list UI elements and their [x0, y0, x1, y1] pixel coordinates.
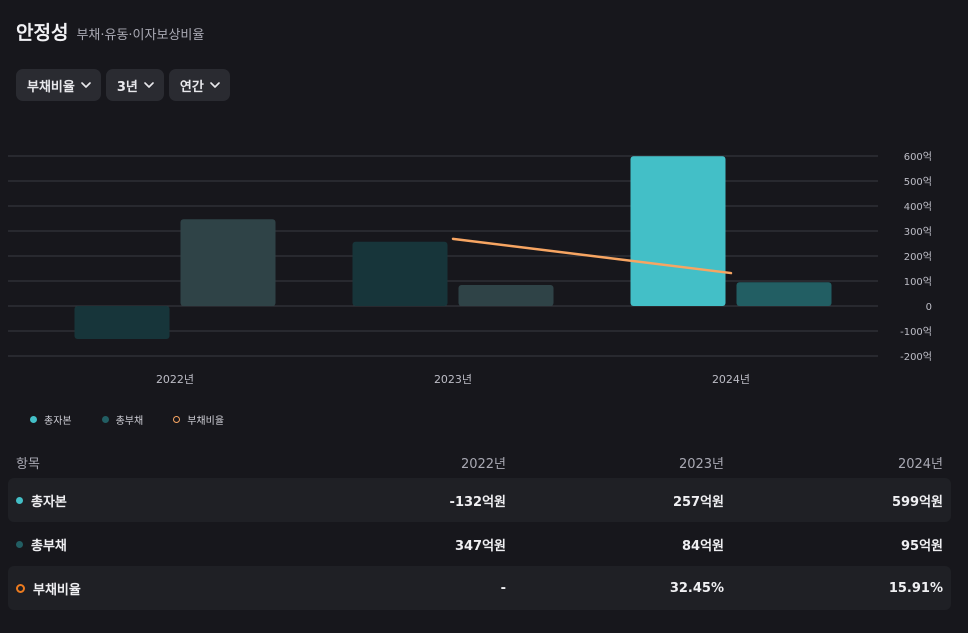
legend-marker-icon: [30, 416, 37, 423]
table-cell: 15.91%: [888, 580, 943, 596]
legend-ring-icon: [173, 416, 181, 423]
table-cell: 32.45%: [669, 580, 724, 596]
period-dropdown-label: 3년: [116, 79, 138, 95]
bar-equity: [352, 241, 448, 306]
row-label: 부채비율: [33, 582, 81, 598]
legend-label: 총부채: [115, 416, 144, 427]
table-cell: 599억원: [891, 494, 943, 510]
metric-dropdown[interactable]: 부채비율: [16, 69, 101, 101]
table-cell: 95억원: [900, 538, 943, 554]
header-year: 2022년: [460, 456, 506, 472]
data-table: 항목 2022년 2023년 2024년 총자본 -132억원 257억원 59…: [8, 446, 951, 610]
bar-liabilities: [180, 219, 276, 306]
bar-liabilities: [458, 285, 554, 306]
y-tick-label: 0: [926, 302, 932, 313]
legend-item-liabilities[interactable]: 총부채: [101, 412, 144, 427]
table-cell: 84억원: [681, 538, 724, 554]
section-header: 안정성 부채·유동·이자보상비율: [16, 18, 204, 45]
bar-equity: [74, 306, 170, 339]
bar-liabilities: [736, 282, 832, 306]
debt-ratio-line: [451, 237, 733, 275]
stability-chart: 600억 500억 400억 300억 200억 100억 0 -100억 -200억 2022년…: [8, 151, 932, 386]
y-tick-label: -200억: [900, 351, 932, 363]
header-item: 항목: [16, 456, 40, 472]
row-label-cell: 총부채: [8, 535, 288, 554]
header-year: 2024년: [897, 456, 943, 472]
x-tick-label: 2023년: [434, 373, 472, 386]
row-label-cell: 총자본: [8, 491, 288, 510]
row-marker-icon: [16, 540, 23, 548]
row-ring-icon: [16, 583, 25, 593]
row-label: 총부채: [31, 538, 67, 554]
y-tick-label: 400억: [904, 201, 932, 213]
table-header: 항목 2022년 2023년 2024년: [8, 446, 951, 478]
table-cell: 347억원: [454, 538, 506, 554]
row-label: 총자본: [31, 494, 67, 510]
y-tick-label: 200억: [904, 251, 932, 263]
legend-label: 총자본: [44, 416, 72, 427]
y-tick-label: 300억: [904, 226, 932, 238]
row-label-cell: 부채비율: [8, 579, 288, 598]
interval-dropdown[interactable]: 연간: [168, 69, 230, 101]
chevron-down-icon: [81, 82, 91, 88]
bar-equity: [630, 156, 726, 306]
interval-dropdown-label: 연간: [179, 79, 204, 95]
y-tick-label: 600억: [904, 151, 932, 163]
table-cell: -: [500, 580, 506, 596]
row-marker-icon: [16, 496, 23, 504]
page-title: 안정성: [16, 22, 69, 44]
y-tick-label: -100억: [900, 326, 932, 338]
page-subtitle: 부채·유동·이자보상비율: [76, 28, 205, 43]
legend-item-debt-ratio[interactable]: 부채비율: [173, 412, 224, 427]
filter-bar: 부채비율 3년 연간: [16, 69, 230, 101]
legend-item-equity[interactable]: 총자본: [30, 412, 72, 427]
metric-dropdown-label: 부채비율: [27, 79, 75, 95]
chevron-down-icon: [144, 82, 154, 88]
table-cell: 257억원: [672, 494, 724, 510]
table-row-debt-ratio: 부채비율 - 32.45% 15.91%: [8, 566, 951, 610]
header-year: 2023년: [678, 456, 724, 472]
period-dropdown[interactable]: 3년: [105, 69, 164, 101]
chevron-down-icon: [209, 82, 220, 88]
x-tick-label: 2022년: [156, 373, 194, 386]
legend-label: 부채비율: [187, 416, 225, 427]
legend-marker-icon: [101, 416, 109, 423]
y-tick-label: 100억: [904, 276, 932, 288]
x-tick-label: 2024년: [712, 373, 750, 386]
y-tick-label: 500억: [904, 176, 932, 188]
table-cell: -132억원: [449, 494, 506, 510]
chart-legend: 총자본 총부채 부채비율: [30, 412, 224, 427]
table-row-equity: 총자본 -132억원 257억원 599억원: [8, 478, 951, 522]
table-row-liabilities: 총부채 347억원 84억원 95억원: [8, 522, 951, 566]
